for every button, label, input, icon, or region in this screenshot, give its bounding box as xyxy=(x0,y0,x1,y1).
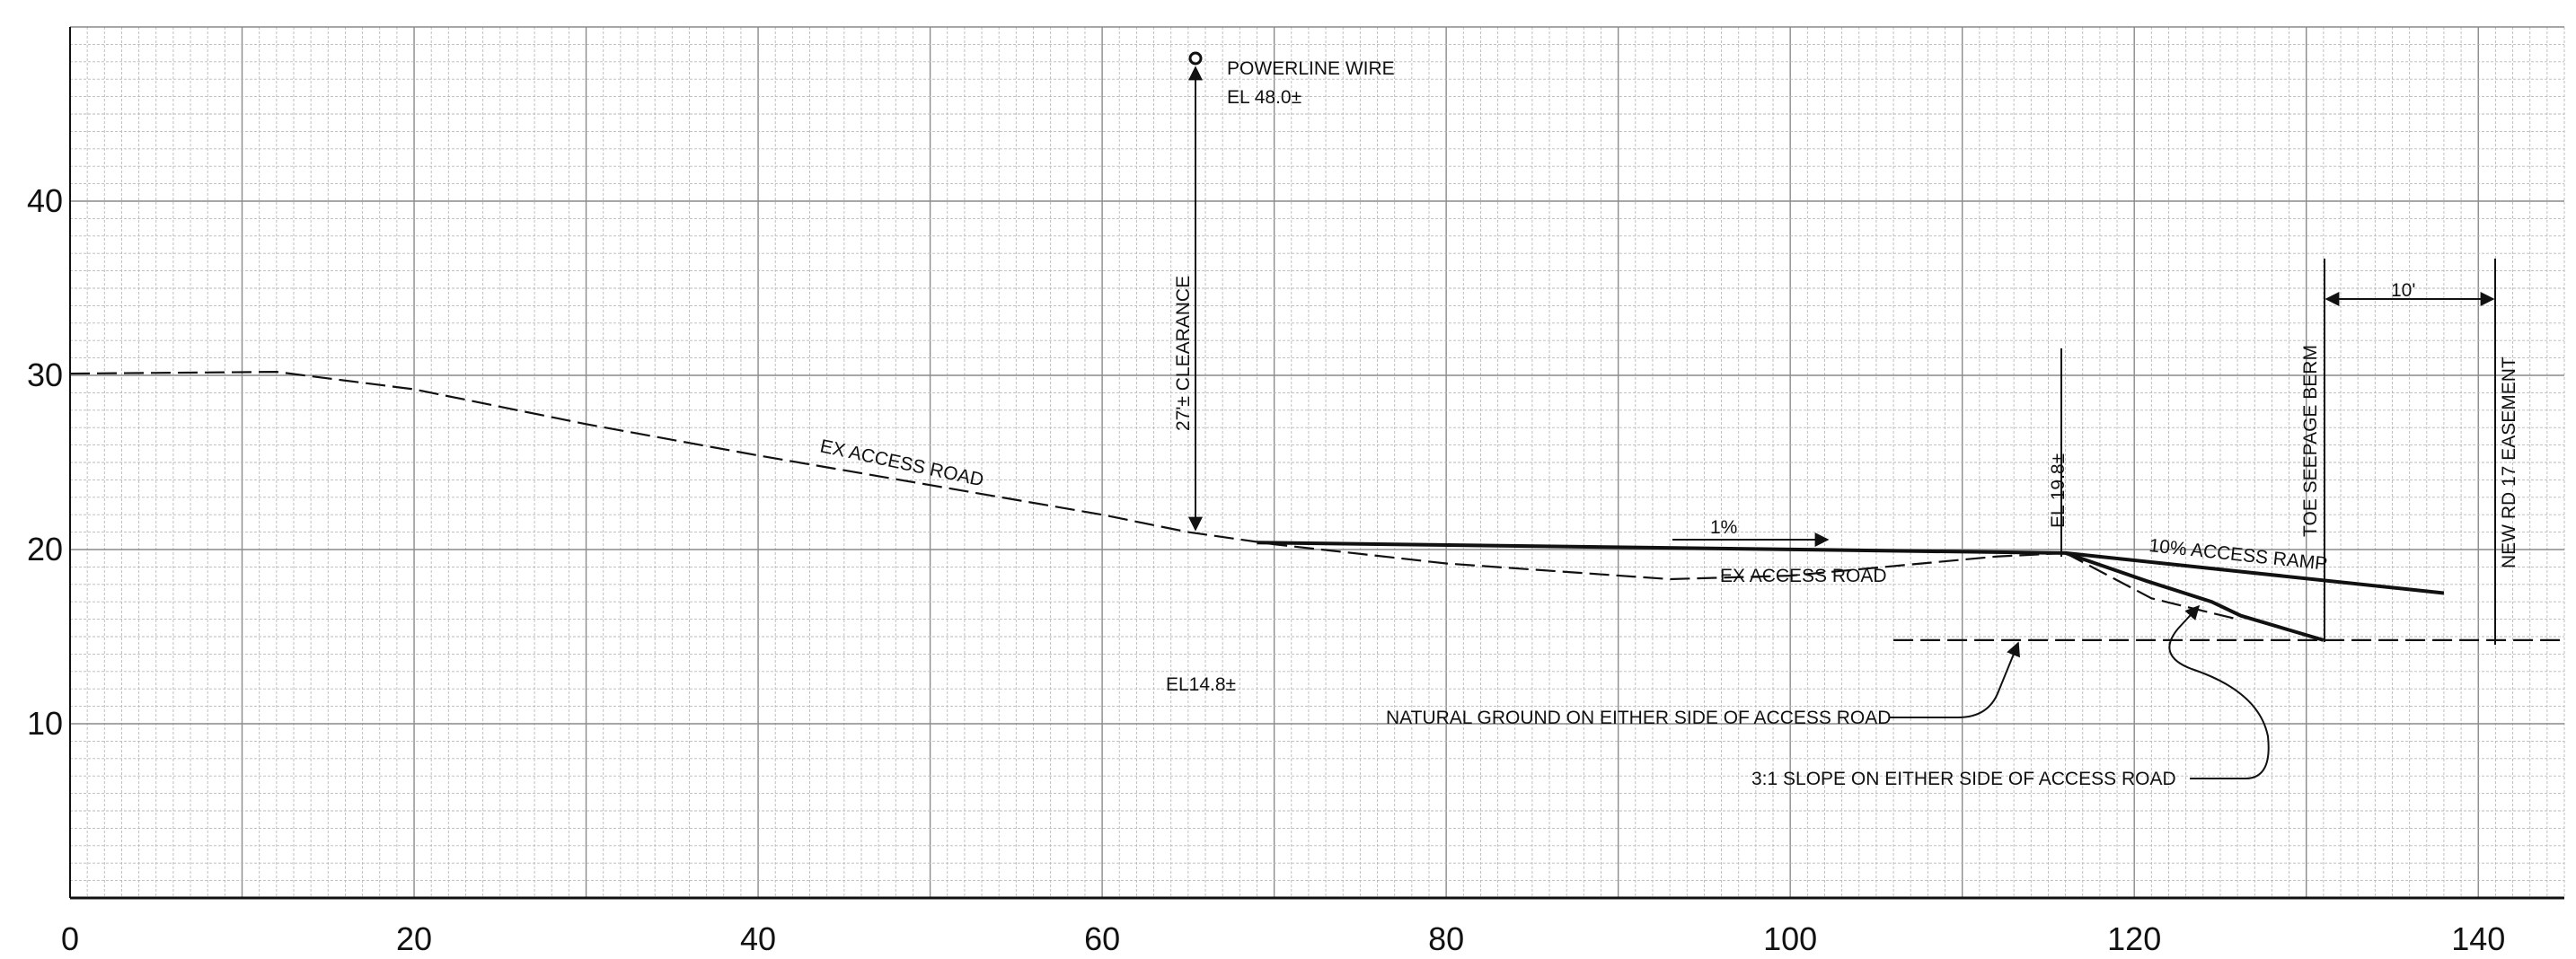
y-tick-label: 10 xyxy=(27,705,63,742)
annotation-natural-ground: NATURAL GROUND ON EITHER SIDE OF ACCESS … xyxy=(1386,708,1891,728)
annotation-group: POWERLINE WIRE EL 48.0± 27'± CLEARANCE E… xyxy=(818,58,2519,789)
x-tick-label: 120 xyxy=(2107,920,2161,957)
grid xyxy=(69,26,2565,899)
y-tick-label: 30 xyxy=(27,356,63,393)
annotation-clearance: 27'± CLEARANCE xyxy=(1173,276,1194,431)
annotation-powerline-wire: POWERLINE WIRE xyxy=(1227,58,1395,79)
axes: 0 20 40 60 80 100 120 140 10 20 30 40 xyxy=(27,27,2564,957)
x-tick-label: 20 xyxy=(396,920,432,957)
annotation-ex-access-road-lower: EX ACCESS ROAD xyxy=(1720,566,1887,586)
annotation-lines xyxy=(1188,51,2496,779)
slope-leader xyxy=(2168,604,2270,779)
series-line xyxy=(2064,550,2325,642)
x-tick-label: 60 xyxy=(1084,920,1120,957)
annotation-slope: 3:1 SLOPE ON EITHER SIDE OF ACCESS ROAD xyxy=(1751,769,2176,789)
x-tick-label: 80 xyxy=(1428,920,1464,957)
series-line xyxy=(69,371,2066,581)
series-line xyxy=(2065,551,2238,620)
y-tick-label: 20 xyxy=(27,531,63,567)
x-tick-label: 40 xyxy=(740,920,776,957)
annotation-toe-seepage-berm: TOE SEEPAGE BERM xyxy=(2300,345,2321,537)
x-tick-label: 140 xyxy=(2451,920,2505,957)
annotation-el-14-8: EL14.8± xyxy=(1166,674,1236,695)
annotation-el-19-8: EL 19.8± xyxy=(2048,453,2069,528)
annotation-easement: NEW RD 17 EASEMENT xyxy=(2499,356,2519,568)
natural-ground-leader xyxy=(1890,641,2020,718)
annotation-ten-feet: 10' xyxy=(2391,280,2415,301)
annotation-powerline-elevation: EL 48.0± xyxy=(1227,87,1301,108)
annotation-ex-access-road-upper: EX ACCESS ROAD xyxy=(818,436,985,490)
annotation-one-percent: 1% xyxy=(1710,517,1737,538)
x-tick-label: 0 xyxy=(61,920,79,957)
x-tick-label: 100 xyxy=(1763,920,1817,957)
y-tick-label: 40 xyxy=(27,182,63,219)
series-group xyxy=(69,371,2564,642)
powerline-wire-marker xyxy=(1188,51,1203,66)
annotation-access-ramp: 10% ACCESS RAMP xyxy=(2148,535,2328,575)
